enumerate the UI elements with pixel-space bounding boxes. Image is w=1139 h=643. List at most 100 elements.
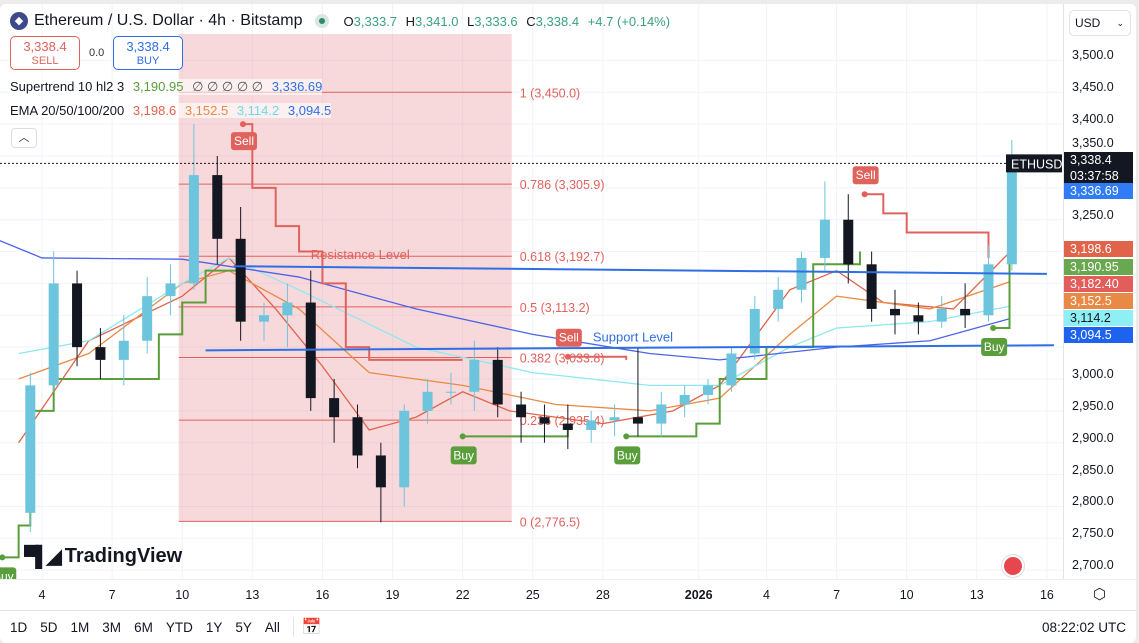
price-tag: 3,198.6	[1064, 241, 1133, 257]
candle	[375, 442, 386, 523]
range-button-5d[interactable]: 5D	[40, 619, 58, 635]
open-label: O	[343, 13, 354, 29]
price-tag: 3,094.5	[1064, 327, 1133, 343]
supertrend-empty-values: ∅ ∅ ∅ ∅ ∅	[192, 79, 264, 94]
ohlc-values: O3,333.7 H3,341.0 L3,333.6 C3,338.4 +4.7…	[339, 14, 671, 29]
supertrend-name: Supertrend 10 hl2 3	[10, 79, 125, 94]
axis-settings-icon[interactable]: ⬡	[1093, 586, 1107, 603]
price-tag: 3,190.95	[1064, 259, 1133, 275]
time-tick-label: 16	[1039, 588, 1054, 602]
candle	[165, 264, 176, 316]
candle-body	[586, 420, 597, 430]
candle	[609, 404, 620, 437]
sell-label: SELL	[31, 55, 59, 67]
candle-body	[1006, 163, 1017, 265]
range-button-6m[interactable]: 6M	[134, 619, 153, 635]
goto-date-icon[interactable]: 📅	[301, 619, 322, 636]
supertrend-line	[242, 123, 463, 361]
price-tick-label: 3,350.0	[1072, 136, 1114, 150]
sell-button[interactable]: 3,338.4 SELL	[10, 36, 80, 70]
brand-name: TradingView	[64, 545, 183, 567]
ema50-value: 3,152.5	[184, 103, 229, 118]
candle	[983, 245, 994, 322]
candle-body	[562, 423, 573, 430]
signal-label-bg	[852, 166, 879, 185]
candle	[866, 251, 877, 322]
symbol-tag-bg	[1006, 154, 1062, 173]
range-button-1d[interactable]: 1D	[10, 619, 28, 635]
range-button-all[interactable]: All	[264, 619, 280, 635]
fib-level-label: 0.5 (3,113.2)	[520, 301, 590, 315]
candle	[796, 251, 807, 303]
buy-label: BUY	[136, 55, 160, 67]
symbol-header: ◆ Ethereum / U.S. Dollar · 4h · Bitstamp…	[10, 12, 670, 30]
currency-select[interactable]: USD ⌄	[1069, 10, 1131, 36]
fib-level-label: 0.618 (3,192.7)	[520, 250, 605, 264]
signal-label-bg	[230, 132, 257, 151]
signal-dot	[990, 325, 997, 332]
signal-label: Sell	[234, 134, 254, 148]
trend-line	[205, 344, 1054, 352]
candle-body	[399, 410, 410, 488]
candle-body	[235, 238, 246, 322]
buy-signal: Buy	[981, 325, 1008, 357]
candle-body	[679, 394, 690, 405]
candle	[399, 404, 410, 507]
range-button-3m[interactable]: 3M	[102, 619, 122, 635]
signal-label: Buy	[0, 569, 14, 579]
collapse-legend-button[interactable]: ︿	[11, 128, 37, 148]
price-tick-label: 3,500.0	[1072, 48, 1114, 63]
candle	[960, 283, 971, 329]
price-tick-label: 2,900.0	[1072, 430, 1114, 445]
signal-label-bg	[0, 567, 17, 579]
tradingview-mark-icon: ▀▌◢	[24, 546, 62, 568]
fib-level-label: 0.786 (3,305.9)	[520, 178, 605, 192]
high-label: H	[405, 13, 416, 29]
clock[interactable]: 08:22:02 UTC	[1041, 620, 1126, 635]
fib-level-label: 1 (3,450.0)	[520, 86, 580, 100]
signal-dot	[239, 121, 246, 128]
ema-line	[0, 240, 1010, 361]
ethereum-logo-icon: ◆	[10, 12, 28, 30]
price-tick-label: 2,800.0	[1072, 494, 1114, 509]
buy-button[interactable]: 3,338.4 BUY	[113, 36, 183, 70]
price-tick-label: 3,450.0	[1072, 80, 1114, 95]
high-value: 3,341.0	[415, 13, 459, 29]
symbol-title[interactable]: Ethereum / U.S. Dollar · 4h · Bitstamp	[34, 12, 303, 29]
time-axis[interactable]: 4 7 10 13 16 19 22 25 28 2026 4 7 10 13 16	[0, 579, 1136, 609]
candle-body	[609, 417, 620, 421]
divider	[292, 617, 294, 637]
fib-level-label: 0 (2,776.5)	[520, 515, 580, 529]
candle-body	[843, 219, 854, 265]
candle	[562, 404, 573, 450]
time-tick-label: 13	[969, 588, 984, 602]
supertrend-legend[interactable]: Supertrend 10 hl2 3 3,190.95 ∅ ∅ ∅ ∅ ∅ 3…	[10, 79, 323, 95]
candle-body	[188, 175, 199, 284]
us-flag-icon[interactable]	[1002, 555, 1024, 577]
price-axis[interactable]: 2,700.0 2,750.0 2,800.0 2,850.0 2,900.0 2,950…	[1063, 4, 1136, 579]
range-button-1y[interactable]: 1Y	[205, 619, 223, 635]
candle	[913, 302, 924, 335]
range-button-ytd[interactable]: YTD	[165, 619, 193, 635]
candle	[819, 181, 830, 271]
candle	[188, 124, 199, 290]
candle-body	[796, 257, 807, 290]
trend-line-label: Support Level	[593, 329, 673, 344]
symbol-tag-text: ETHUSD	[1011, 157, 1062, 171]
candle-body	[913, 315, 924, 322]
price-tick-label: 2,700.0	[1072, 558, 1114, 573]
candle-body	[890, 308, 901, 316]
signal-label-bg	[555, 328, 582, 347]
sell-price: 3,338.4	[23, 39, 67, 54]
price-tick-label: 2,750.0	[1072, 526, 1114, 541]
signal-label-bg	[450, 446, 477, 465]
range-button-5y[interactable]: 5Y	[235, 619, 252, 635]
candle-body	[632, 417, 643, 424]
supertrend-up-value: 3,190.95	[132, 79, 184, 94]
supertrend-down-value: 3,336.69	[271, 79, 323, 94]
candle-body	[983, 264, 994, 316]
ema-legend[interactable]: EMA 20/50/100/200 3,198.6 3,152.5 3,114.…	[10, 103, 332, 118]
candle	[726, 347, 737, 392]
range-button-1m[interactable]: 1M	[70, 619, 90, 635]
candle	[352, 404, 363, 469]
